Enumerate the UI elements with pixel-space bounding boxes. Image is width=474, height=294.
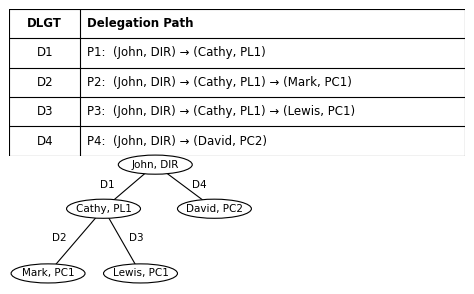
Ellipse shape xyxy=(66,199,140,218)
Text: P2:  (John, DIR) → (Cathy, PL1) → (Mark, PC1): P2: (John, DIR) → (Cathy, PL1) → (Mark, … xyxy=(87,76,352,89)
Text: D2: D2 xyxy=(52,233,66,243)
Text: D1: D1 xyxy=(36,46,53,59)
Ellipse shape xyxy=(177,199,251,218)
Text: David, PC2: David, PC2 xyxy=(186,204,243,214)
Text: D4: D4 xyxy=(192,180,207,190)
Text: D3: D3 xyxy=(36,105,53,118)
Text: Cathy, PL1: Cathy, PL1 xyxy=(75,204,131,214)
Ellipse shape xyxy=(103,264,177,283)
Text: P3:  (John, DIR) → (Cathy, PL1) → (Lewis, PC1): P3: (John, DIR) → (Cathy, PL1) → (Lewis,… xyxy=(87,105,355,118)
Text: D2: D2 xyxy=(36,76,53,89)
Text: D4: D4 xyxy=(36,135,53,148)
Text: D1: D1 xyxy=(100,180,115,190)
Ellipse shape xyxy=(118,155,192,174)
Text: D3: D3 xyxy=(129,233,144,243)
Text: Delegation Path: Delegation Path xyxy=(87,17,193,30)
Text: Lewis, PC1: Lewis, PC1 xyxy=(112,268,168,278)
Text: DLGT: DLGT xyxy=(27,17,62,30)
Ellipse shape xyxy=(11,264,85,283)
Text: P1:  (John, DIR) → (Cathy, PL1): P1: (John, DIR) → (Cathy, PL1) xyxy=(87,46,265,59)
Text: Mark, PC1: Mark, PC1 xyxy=(22,268,74,278)
Text: P4:  (John, DIR) → (David, PC2): P4: (John, DIR) → (David, PC2) xyxy=(87,135,267,148)
Text: John, DIR: John, DIR xyxy=(132,160,179,170)
